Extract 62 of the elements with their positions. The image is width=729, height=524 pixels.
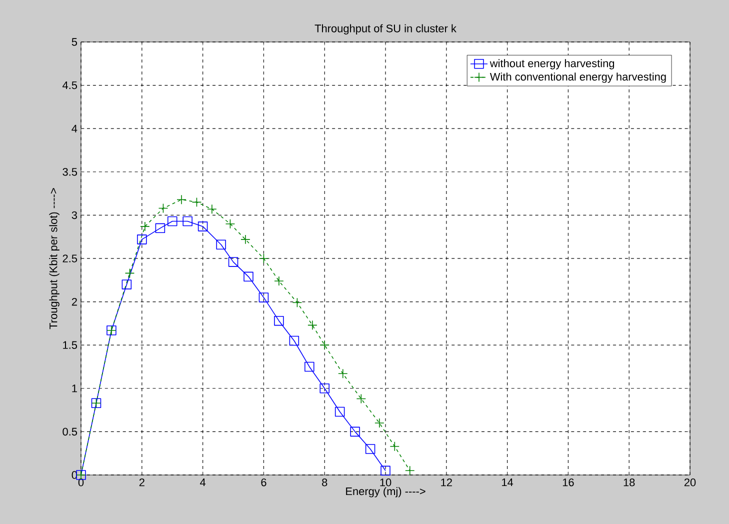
point [225, 218, 236, 229]
x-tick-label: 10 [380, 478, 392, 486]
y-tick-label: 2 [72, 298, 77, 306]
point [274, 276, 284, 286]
chart-title: Throughput of SU in cluster k [314, 24, 456, 34]
x-tick-label: 20 [684, 478, 696, 486]
point [167, 216, 178, 226]
y-tick-label: 1.5 [63, 341, 78, 349]
point [304, 362, 314, 372]
y-tick-label: 2.5 [62, 254, 78, 262]
y-tick-label: 3 [72, 211, 78, 220]
point [350, 426, 360, 437]
y-tick-label: 5 [72, 38, 78, 46]
x-tick-label: 6 [261, 478, 266, 486]
point [244, 272, 254, 282]
point [182, 216, 192, 226]
x-tick-label: 2 [139, 478, 144, 486]
point [292, 298, 302, 308]
point [320, 384, 330, 394]
legend-label: With conventional energy harvesting [490, 72, 666, 83]
point [356, 394, 366, 404]
point [124, 268, 135, 278]
point [176, 194, 186, 204]
x-tick-label: 12 [441, 478, 452, 486]
point [308, 320, 318, 330]
y-tick-label: 4.5 [62, 81, 78, 90]
y-tick-label: 3.5 [62, 168, 78, 176]
point [192, 197, 202, 208]
point [289, 336, 300, 346]
point [207, 204, 217, 214]
point [274, 316, 284, 326]
point [122, 280, 132, 290]
x-tick-label: 0 [78, 478, 84, 486]
x-tick-label: 16 [562, 478, 574, 486]
point [374, 418, 384, 428]
x-tick-label: 18 [624, 478, 635, 486]
point [334, 406, 345, 417]
y-tick-label: 0.5 [62, 428, 78, 436]
point [140, 222, 150, 232]
point [137, 234, 147, 244]
point [198, 222, 208, 232]
y-axis-title: Troughput (Kbit per slot) ----> [49, 188, 60, 330]
point [338, 368, 348, 379]
y-tick-label: 1 [72, 384, 77, 392]
point [258, 254, 269, 264]
point [365, 444, 376, 454]
legend-label: without energy harvesting [490, 59, 614, 70]
point [240, 234, 250, 244]
point [258, 292, 269, 302]
x-tick-label: 4 [200, 478, 206, 486]
point [158, 203, 168, 214]
point [320, 340, 330, 350]
point [228, 257, 238, 267]
y-tick-label: 4 [72, 124, 78, 132]
x-tick-label: 8 [322, 478, 328, 486]
point [390, 442, 400, 452]
point [404, 466, 415, 476]
x-tick-label: 14 [502, 478, 514, 486]
x-axis-title: Energy (mj) ----> [346, 487, 426, 498]
point [380, 466, 390, 476]
point [155, 223, 166, 234]
point [216, 240, 226, 250]
